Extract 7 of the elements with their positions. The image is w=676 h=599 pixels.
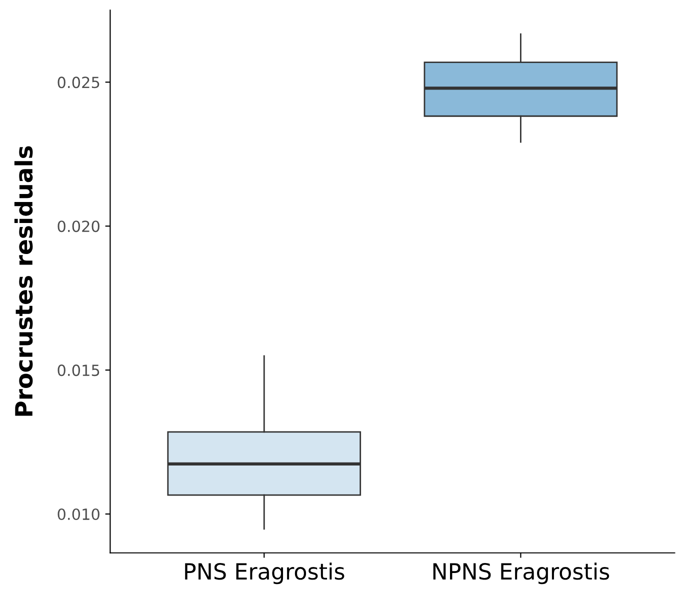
y-tick-label: 0.025 [58,76,100,88]
y-tick-label: 0.015 [58,364,100,376]
y-tick-label: 0.010 [58,508,100,520]
y-tick-label: 0.020 [58,220,100,232]
y-axis-title: Procrustes residuals [14,146,33,416]
x-tick-label: NPNS Eragrostis [433,562,610,584]
x-tick-label: PNS Eragrostis [185,562,344,584]
